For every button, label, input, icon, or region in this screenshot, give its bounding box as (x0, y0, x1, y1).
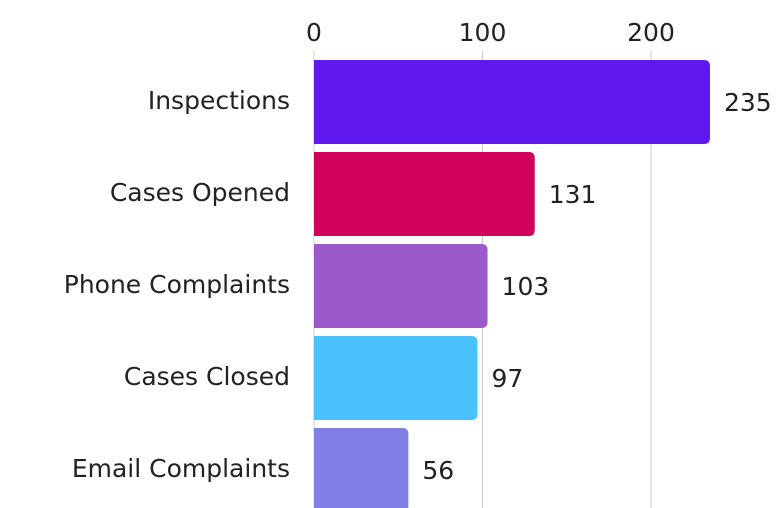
y-tick-label: Cases Opened (110, 178, 290, 207)
y-tick-label: Email Complaints (72, 454, 290, 483)
value-label: 97 (491, 364, 523, 393)
bar (314, 428, 409, 508)
bar (314, 152, 535, 236)
value-label: 131 (549, 180, 597, 209)
bar (314, 336, 478, 420)
x-tick-label: 0 (306, 18, 322, 47)
value-label: 56 (422, 456, 454, 485)
x-tick-label: 200 (627, 18, 675, 47)
y-tick-label: Cases Closed (124, 362, 290, 391)
bar (314, 244, 488, 328)
y-tick-label: Phone Complaints (64, 270, 290, 299)
bar (314, 60, 710, 144)
x-tick-label: 100 (459, 18, 507, 47)
value-label: 235 (724, 88, 772, 117)
y-tick-label: Inspections (148, 86, 290, 115)
value-label: 103 (502, 272, 550, 301)
